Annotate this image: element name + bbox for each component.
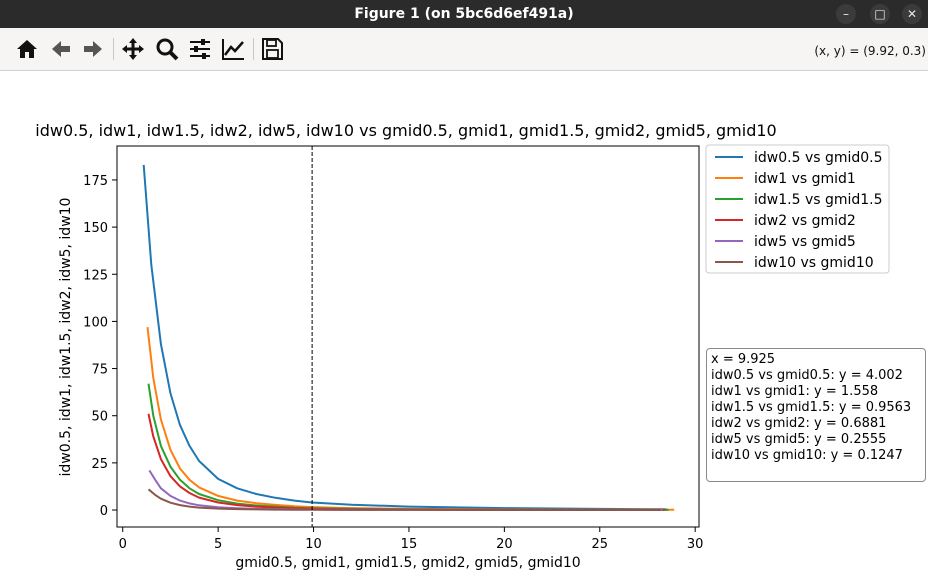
legend-entry: idw5 vs gmid5 bbox=[754, 234, 856, 250]
y-tick-label: 125 bbox=[83, 268, 108, 283]
maximize-button[interactable]: □ bbox=[870, 4, 890, 24]
series-line bbox=[147, 488, 661, 511]
toolbar-separator bbox=[113, 38, 114, 60]
save-button[interactable] bbox=[259, 36, 285, 62]
x-tick-label: 10 bbox=[305, 537, 322, 552]
cursor-tooltip: x = 9.925 idw0.5 vs gmid0.5: y = 4.002 i… bbox=[706, 348, 926, 482]
home-button[interactable] bbox=[14, 36, 40, 62]
legend-frame bbox=[705, 144, 890, 274]
tooltip-line: idw2 vs gmid2: y = 0.6881 bbox=[711, 416, 887, 431]
legend-entry: idw2 vs gmid2 bbox=[754, 213, 856, 229]
home-icon bbox=[17, 40, 37, 58]
close-button[interactable]: ✕ bbox=[902, 4, 922, 24]
tooltip-line: idw10 vs gmid10: y = 0.1247 bbox=[711, 448, 903, 463]
toolbar-separator bbox=[253, 38, 254, 60]
back-arrow-icon bbox=[52, 41, 70, 57]
x-tick-label: 20 bbox=[496, 537, 513, 552]
plot-frame bbox=[116, 145, 700, 528]
forward-arrow-icon bbox=[84, 41, 102, 57]
configure-subplots-icon bbox=[190, 39, 210, 59]
series-line bbox=[147, 383, 669, 511]
zoom-button[interactable] bbox=[154, 36, 180, 62]
save-icon bbox=[262, 38, 283, 60]
legend: idw0.5 vs gmid0.5 idw1 vs gmid1 idw1.5 vs … bbox=[705, 144, 890, 274]
window-title: Figure 1 (on 5bc6d6ef491a) bbox=[354, 6, 574, 22]
minimize-button[interactable]: – bbox=[836, 4, 856, 24]
navigation-toolbar: (x, y) = (9.92, 0.3) bbox=[0, 28, 928, 71]
series-line bbox=[142, 164, 667, 511]
legend-entry: idw0.5 vs gmid0.5 bbox=[754, 150, 883, 166]
series-line bbox=[147, 413, 665, 511]
y-tick-label: 75 bbox=[91, 363, 108, 378]
tooltip-line: idw1 vs gmid1: y = 1.558 bbox=[711, 384, 879, 399]
edit-axis-button[interactable] bbox=[220, 36, 246, 62]
figure-canvas[interactable]: idw0.5, idw1, idw1.5, idw2, idw5, idw10 … bbox=[0, 71, 928, 580]
legend-entry: idw1.5 vs gmid1.5 bbox=[754, 192, 883, 208]
x-tick-label: 15 bbox=[401, 537, 418, 552]
y-tick-label: 50 bbox=[91, 410, 108, 425]
tooltip-line: x = 9.925 bbox=[711, 352, 776, 367]
y-axis-label: idw0.5, idw1, idw1.5, idw2, idw5, idw10 bbox=[58, 198, 74, 477]
pan-icon bbox=[122, 38, 144, 60]
forward-button[interactable] bbox=[80, 36, 106, 62]
tooltip-line: idw5 vs gmid5: y = 0.2555 bbox=[711, 432, 887, 447]
y-tick-label: 100 bbox=[83, 315, 108, 330]
x-tick-label: 0 bbox=[119, 537, 127, 552]
chart-title: idw0.5, idw1, idw1.5, idw2, idw5, idw10 … bbox=[35, 121, 776, 140]
legend-entry: idw10 vs gmid10 bbox=[754, 255, 874, 271]
zoom-icon bbox=[156, 38, 179, 61]
y-tick-label: 150 bbox=[83, 221, 108, 236]
x-axis-label: gmid0.5, gmid1, gmid1.5, gmid2, gmid5, g… bbox=[235, 555, 580, 571]
x-tick-label: 5 bbox=[214, 537, 222, 552]
x-tick-label: 25 bbox=[592, 537, 609, 552]
x-tick-label: 30 bbox=[687, 537, 704, 552]
y-tick-label: 0 bbox=[100, 504, 108, 519]
y-tick-label: 25 bbox=[91, 457, 108, 472]
tooltip-line: idw0.5 vs gmid0.5: y = 4.002 bbox=[711, 368, 903, 383]
legend-entry: idw1 vs gmid1 bbox=[754, 171, 856, 187]
cursor-coordinates: (x, y) = (9.92, 0.3) bbox=[814, 44, 926, 58]
edit-axis-icon bbox=[222, 39, 244, 60]
y-tick-label: 175 bbox=[83, 174, 108, 189]
back-button[interactable] bbox=[48, 36, 74, 62]
configure-subplots-button[interactable] bbox=[187, 36, 213, 62]
tooltip-line: idw1.5 vs gmid1.5: y = 0.9563 bbox=[711, 400, 912, 415]
pan-button[interactable] bbox=[120, 36, 146, 62]
line-chart: idw0.5, idw1, idw1.5, idw2, idw5, idw10 … bbox=[35, 121, 890, 571]
window-titlebar: Figure 1 (on 5bc6d6ef491a) – □ ✕ bbox=[0, 0, 928, 28]
